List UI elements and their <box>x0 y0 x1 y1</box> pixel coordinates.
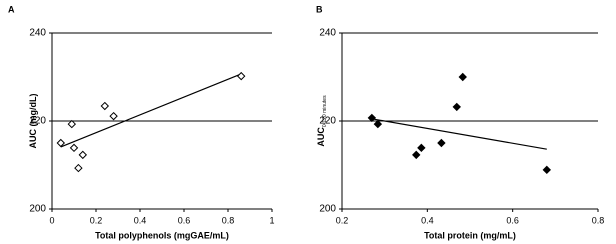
y-axis-label-main: AUC (mg/dL) <box>28 94 38 149</box>
y-tick-label: 240 <box>319 28 336 39</box>
panel-label: A <box>8 4 15 14</box>
x-tick-label: 0.8 <box>222 215 235 225</box>
y-axis-label: AUC (mg/dL) <box>28 94 38 149</box>
x-axis-label: Total protein (mg/mL) <box>424 230 516 240</box>
x-axis-label: Total polyphenols (mgGAE/mL) <box>95 230 229 240</box>
x-tick-label: 0.2 <box>336 215 349 225</box>
data-point <box>56 138 66 148</box>
y-tick-label: 220 <box>29 116 46 127</box>
trendline <box>60 73 242 148</box>
x-tick-label: 0.2 <box>90 215 103 225</box>
x-tick-label: 0.6 <box>178 215 191 225</box>
data-point <box>74 163 83 173</box>
data-point <box>67 119 77 129</box>
data-point <box>78 150 88 160</box>
x-tick-label: 0.8 <box>592 215 605 225</box>
data-point <box>69 143 79 153</box>
y-axis-label: AUC0-120 minutes <box>316 95 328 147</box>
x-tick-label: 0.4 <box>134 215 147 225</box>
data-point <box>367 113 377 123</box>
data-point <box>458 72 467 82</box>
trendline <box>371 118 547 150</box>
y-tick-label: 200 <box>319 204 336 215</box>
panel-label: B <box>316 4 323 14</box>
data-point <box>109 111 118 121</box>
y-axis-label-sub: 0-120 minutes <box>322 95 328 127</box>
y-tick-label: 220 <box>319 116 336 127</box>
y-tick-label: 200 <box>29 204 46 215</box>
y-axis-label-main: AUC <box>316 127 326 147</box>
data-point <box>373 119 383 129</box>
x-tick-label: 0 <box>49 215 54 225</box>
data-point <box>452 102 461 112</box>
x-tick-label: 0.4 <box>421 215 434 225</box>
data-point <box>417 143 426 153</box>
y-tick-label: 240 <box>29 28 46 39</box>
data-point <box>437 138 446 148</box>
data-point <box>412 150 421 160</box>
x-tick-label: 0.6 <box>506 215 519 225</box>
x-tick-label: 1 <box>269 215 274 225</box>
data-point <box>100 101 110 111</box>
data-point <box>542 165 552 175</box>
data-point <box>236 71 246 81</box>
